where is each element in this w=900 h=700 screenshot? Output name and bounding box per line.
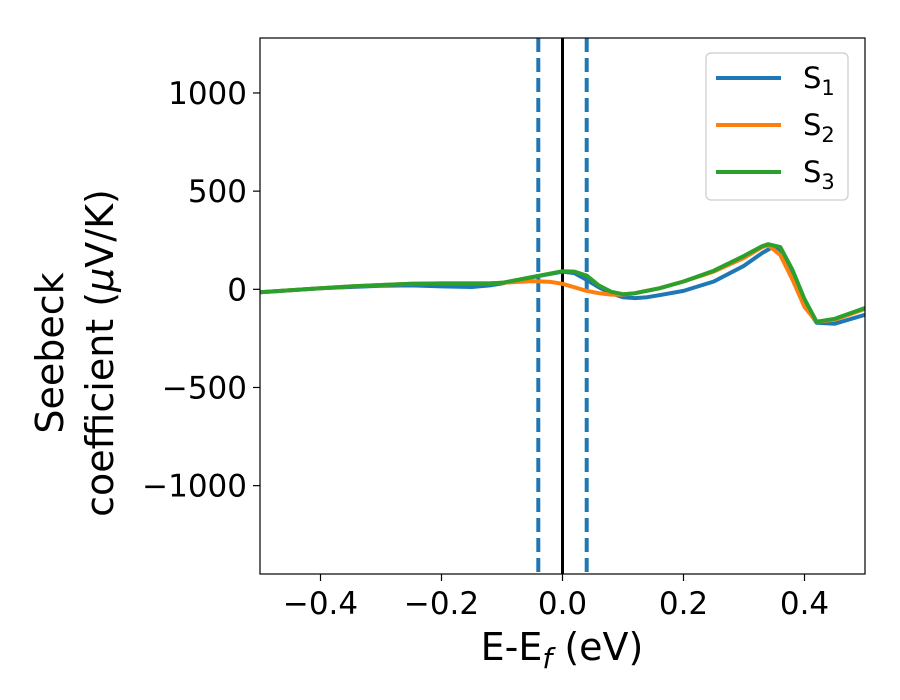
- x-tick-label: 0.4: [780, 586, 829, 622]
- legend: S1 S2 S3: [705, 52, 849, 201]
- x-tick-label: −0.4: [283, 586, 358, 622]
- reference-lines: [536, 38, 589, 574]
- y-tick-label: −500: [162, 370, 247, 406]
- y-tick-label: 1000: [168, 76, 247, 112]
- x-axis-label-suffix: (eV): [552, 625, 643, 669]
- x-tick-label: −0.2: [404, 586, 479, 622]
- y-axis-label-prefix: coefficient (: [78, 292, 122, 517]
- x-tick-label: 0.0: [538, 586, 587, 622]
- legend-label-2: S2: [803, 108, 835, 147]
- series-lines: [260, 242, 865, 326]
- legend-label-3: S3: [803, 155, 835, 194]
- series-line-3: [260, 242, 865, 324]
- x-axis: −0.4 −0.2 0.0 0.2 0.4: [283, 574, 829, 622]
- y-tick-label: −1000: [142, 469, 247, 505]
- y-axis: −1000 −500 0 500 1000: [142, 76, 260, 505]
- x-axis-label-main: E-E: [481, 625, 543, 669]
- y-axis-label-line2: coefficient (μV/K): [78, 189, 122, 517]
- legend-label-1: S1: [803, 61, 835, 100]
- y-tick-label: 500: [188, 174, 247, 210]
- plot-area: [260, 38, 865, 574]
- y-axis-label: Seebeck coefficient (μV/K): [28, 189, 122, 517]
- y-axis-label-line1: Seebeck: [28, 272, 72, 433]
- x-tick-label: 0.2: [659, 586, 708, 622]
- x-axis-label: E-Ef (eV): [481, 625, 644, 675]
- y-axis-label-suffix: V/K): [78, 189, 122, 268]
- y-axis-label-mu: μ: [78, 268, 122, 293]
- y-tick-label: 0: [227, 272, 247, 308]
